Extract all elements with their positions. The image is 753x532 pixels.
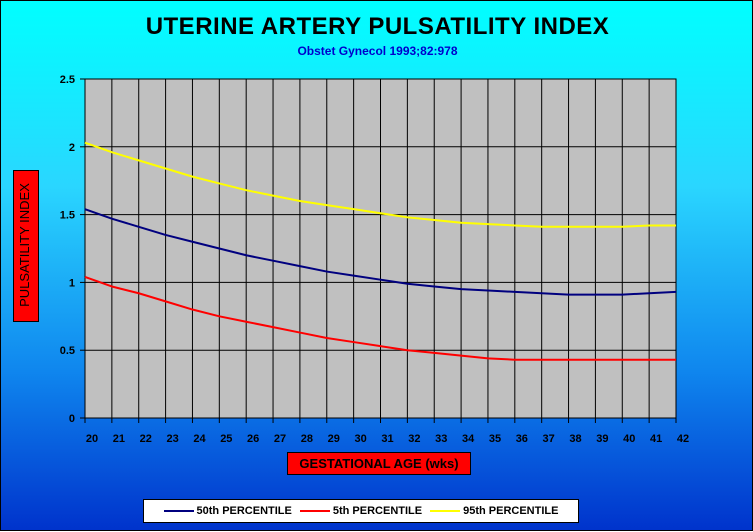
x-tick-label: 27 — [274, 433, 286, 445]
x-tick-label: 25 — [220, 433, 232, 445]
legend-swatch-5th — [299, 510, 330, 512]
x-tick-label: 41 — [650, 433, 662, 445]
x-tick-label: 23 — [166, 433, 178, 445]
y-tick-label: 2 — [69, 142, 75, 154]
x-tick-label: 38 — [569, 433, 581, 445]
series-line-0 — [84, 208, 677, 296]
x-tick-label: 28 — [301, 433, 313, 445]
y-tick-label: 0.5 — [60, 345, 75, 357]
x-tick-label: 37 — [543, 433, 555, 445]
chart-title: UTERINE ARTERY PULSATILITY INDEX — [145, 13, 610, 40]
series-line-2 — [84, 141, 676, 228]
y-tick-label: 2.5 — [60, 74, 75, 86]
x-tick-label: 40 — [623, 433, 635, 445]
chart-subtitle: Obstet Gynecol 1993;82:978 — [297, 44, 458, 58]
x-tick-label: 42 — [677, 433, 689, 445]
series-line-1 — [84, 276, 676, 361]
legend-item-5th: 5th PERCENTILE — [299, 505, 423, 517]
y-tick-label: 1 — [69, 277, 75, 289]
y-tick-label: 1.5 — [60, 210, 75, 222]
legend-label-95th: 95th PERCENTILE — [463, 505, 559, 517]
horizontal-gridlines — [80, 78, 676, 419]
legend-item-95th: 95th PERCENTILE — [430, 505, 558, 517]
vertical-gridlines — [111, 79, 650, 418]
series-lines — [84, 141, 677, 361]
x-tick-label: 34 — [462, 433, 475, 445]
x-tick-label: 33 — [435, 433, 447, 445]
legend-label-50th: 50th PERCENTILE — [196, 505, 292, 517]
x-tick-label: 36 — [516, 433, 528, 445]
legend-label-5th: 5th PERCENTILE — [332, 505, 423, 517]
x-tick-label: 21 — [113, 433, 125, 445]
x-tick-label: 24 — [193, 433, 206, 445]
y-axis-label: PULSATILITY INDEX — [17, 183, 32, 307]
y-tick-labels: 0 0.5 1 1.5 2 2.5 — [60, 74, 75, 425]
y-axis-label-box — [13, 170, 39, 322]
x-tick-labels: 20 21 22 23 24 25 26 27 28 29 30 31 32 33 34 35 36 37 38 39… — [84, 418, 689, 445]
legend: 50th PERCENTILE 5th PERCENTILE 95th PERC… — [143, 499, 579, 523]
x-tick-label: 30 — [355, 433, 367, 445]
x-tick-label: 39 — [596, 433, 608, 445]
x-axis-label: GESTATIONAL AGE (wks) — [287, 452, 471, 475]
x-tick-label: 29 — [328, 433, 340, 445]
legend-swatch-50th — [163, 510, 194, 512]
x-tick-label: 26 — [247, 433, 259, 445]
y-tick-label: 0 — [69, 413, 75, 425]
x-tick-label: 35 — [489, 433, 501, 445]
x-tick-label: 32 — [408, 433, 420, 445]
x-tick-label: 20 — [86, 433, 98, 445]
legend-swatch-95th — [430, 510, 461, 512]
legend-item-50th: 50th PERCENTILE — [163, 505, 292, 517]
x-tick-label: 22 — [140, 433, 152, 445]
x-tick-label: 31 — [381, 433, 393, 445]
